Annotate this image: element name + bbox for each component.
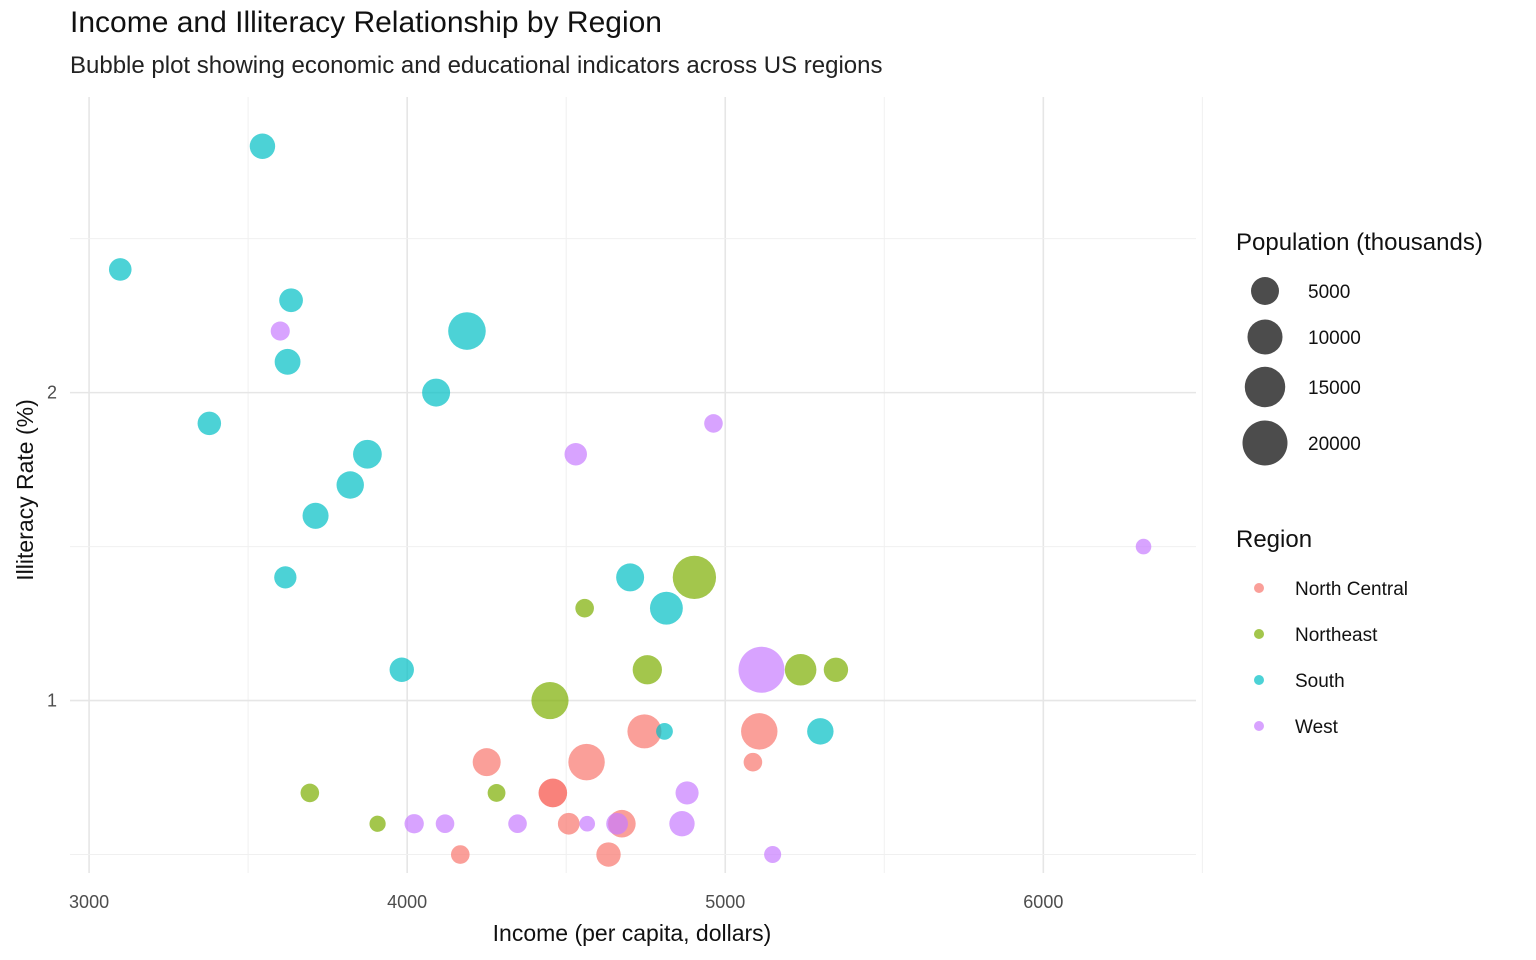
data-point	[738, 646, 785, 693]
color-legend-label: Northeast	[1295, 625, 1378, 646]
x-tick-label: 3000	[69, 892, 109, 912]
data-point	[672, 555, 717, 600]
x-tick-label: 6000	[1023, 892, 1063, 912]
chart-title: Income and Illiteracy Relationship by Re…	[70, 6, 662, 39]
data-point	[274, 348, 301, 375]
data-point	[606, 812, 628, 835]
data-point	[450, 845, 470, 864]
size-legend-label: 10000	[1308, 328, 1361, 349]
data-point	[487, 784, 506, 802]
data-point	[616, 563, 645, 592]
data-point	[675, 781, 699, 805]
data-point	[302, 502, 329, 529]
color-legend-key	[1254, 629, 1264, 639]
y-tick-label: 1	[47, 691, 57, 711]
data-point	[369, 815, 386, 832]
data-point	[743, 752, 763, 772]
size-legend-label: 15000	[1308, 378, 1361, 399]
y-tick-label: 2	[47, 383, 57, 403]
data-point	[531, 681, 569, 720]
color-legend-label: South	[1295, 671, 1345, 692]
data-point	[279, 288, 303, 313]
data-point	[274, 566, 297, 589]
color-legend-key	[1254, 721, 1264, 731]
y-axis-title: Illiteracy Rate (%)	[12, 399, 38, 580]
data-point	[764, 845, 782, 864]
data-point	[669, 811, 695, 837]
data-point	[627, 714, 662, 749]
data-point	[649, 591, 683, 625]
data-points	[108, 133, 1152, 867]
x-tick-label: 4000	[387, 892, 427, 912]
chart-subtitle: Bubble plot showing economic and educati…	[70, 52, 883, 79]
x-tick-label: 5000	[705, 892, 745, 912]
data-point	[596, 842, 621, 867]
data-point	[435, 814, 455, 834]
data-point	[564, 442, 587, 466]
data-point	[632, 655, 662, 685]
color-legend-title: Region	[1236, 526, 1312, 553]
data-point	[656, 722, 673, 740]
data-point	[472, 748, 501, 777]
data-point	[336, 471, 364, 499]
data-point	[575, 598, 594, 618]
data-point	[422, 378, 451, 407]
data-point	[249, 133, 276, 159]
data-point	[270, 321, 290, 341]
data-point	[448, 312, 486, 350]
size-legend-title: Population (thousands)	[1236, 229, 1483, 256]
size-legend-key	[1251, 277, 1279, 305]
data-point	[404, 814, 424, 834]
data-point	[807, 718, 834, 745]
data-point	[389, 657, 414, 682]
size-legend-key	[1247, 319, 1283, 355]
data-point	[823, 657, 849, 682]
color-legend-key	[1254, 675, 1264, 685]
data-point	[538, 778, 568, 808]
data-point	[508, 814, 527, 834]
data-point	[197, 411, 222, 436]
data-point	[108, 258, 132, 281]
x-axis-title: Income (per capita, dollars)	[493, 920, 772, 946]
gridlines	[70, 97, 1203, 873]
data-point	[1135, 538, 1152, 555]
size-legend-label: 5000	[1308, 282, 1350, 303]
color-legend-label: West	[1295, 717, 1339, 738]
color-legend-label: North Central	[1295, 579, 1408, 600]
color-legend: Region North Central Northeast South West	[1236, 526, 1408, 738]
data-point	[568, 743, 605, 781]
data-point	[353, 439, 382, 469]
size-legend-key	[1244, 366, 1286, 408]
size-legend-label: 20000	[1308, 434, 1361, 455]
size-legend: Population (thousands) 5000 10000 15000 200…	[1236, 229, 1483, 466]
size-legend-key	[1242, 420, 1288, 466]
x-axis-ticks: 3000 4000 5000 6000	[69, 892, 1063, 912]
data-point	[741, 713, 778, 750]
data-point	[300, 783, 320, 803]
y-axis-ticks: 12	[47, 383, 57, 711]
data-point	[579, 815, 596, 832]
color-legend-key	[1254, 583, 1264, 593]
data-point	[557, 812, 580, 835]
data-point	[704, 414, 723, 433]
data-point	[784, 653, 817, 686]
